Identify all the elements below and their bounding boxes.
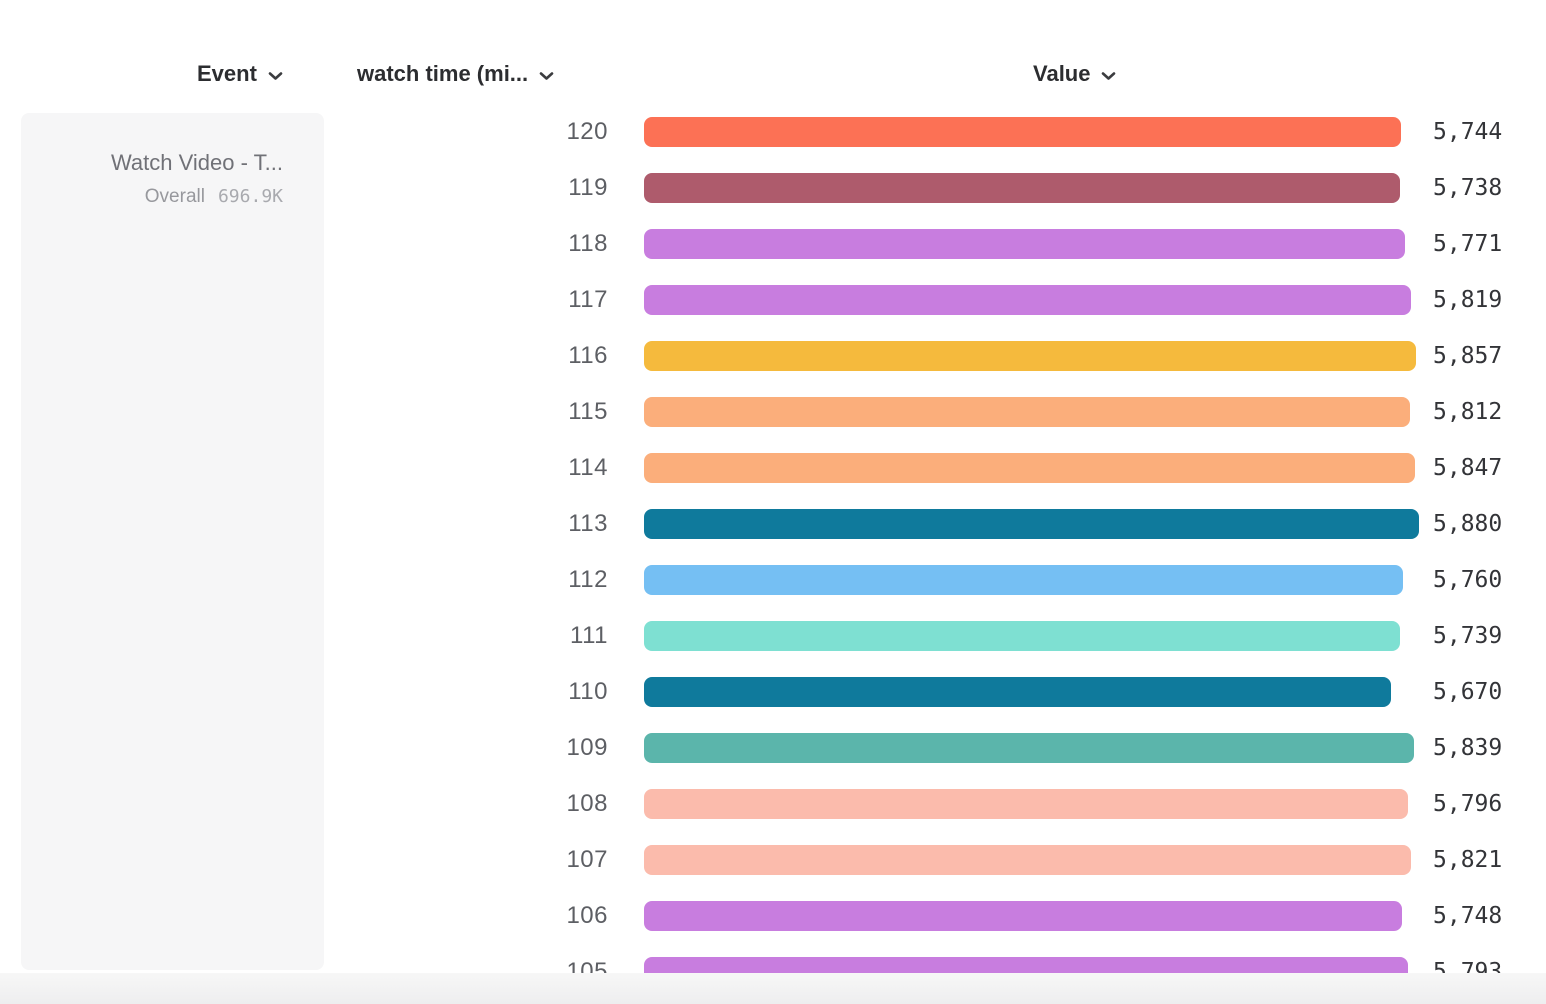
y-axis-tick-label: 106 [566,902,608,929]
bar-track [644,621,1419,651]
bar[interactable] [644,229,1405,259]
value-column-label: Value [1033,61,1091,86]
y-axis-tick-label: 107 [566,846,608,873]
bar[interactable] [644,621,1401,651]
chart-row: 115 5,812 [0,384,1546,440]
bar-track [644,901,1419,931]
y-axis-tick-label: 120 [566,118,608,145]
watch-time-column-dropdown[interactable]: watch time (mi... [357,58,554,90]
bar-value-label: 5,748 [1433,903,1503,929]
bar[interactable] [644,733,1414,763]
chart-row: 108 5,796 [0,776,1546,832]
bar-value-label: 5,739 [1433,623,1503,649]
bar-track [644,509,1419,539]
bar-value-label: 5,847 [1433,455,1503,481]
y-axis-tick-label: 116 [568,342,608,369]
chart-row: 111 5,739 [0,608,1546,664]
chart-row: 117 5,819 [0,272,1546,328]
value-column-dropdown[interactable]: Value [1033,58,1116,90]
bar-track [644,341,1419,371]
bar-track [644,845,1419,875]
bar[interactable] [644,789,1408,819]
chevron-down-icon [1101,71,1116,81]
bar-value-label: 5,670 [1433,679,1503,705]
bar-value-label: 5,821 [1433,847,1503,873]
chart-row: 113 5,880 [0,496,1546,552]
bar-track [644,733,1419,763]
chart-row: 109 5,839 [0,720,1546,776]
bar-value-label: 5,819 [1433,287,1503,313]
event-card[interactable]: Watch Video - T... Overall 696.9K [21,113,324,970]
bar-value-label: 5,744 [1433,119,1503,145]
chart-row: 107 5,821 [0,832,1546,888]
bar-value-label: 5,812 [1433,399,1503,425]
bottom-scroll-strip[interactable] [0,973,1546,1004]
bar-value-label: 5,839 [1433,735,1503,761]
bar-value-label: 5,857 [1433,343,1503,369]
y-axis-tick-label: 108 [566,790,608,817]
bar-value-label: 5,771 [1433,231,1503,257]
y-axis-tick-label: 112 [568,566,608,593]
chart-row: 120 5,744 [0,104,1546,160]
event-column-dropdown[interactable]: Event [197,58,283,90]
overall-value: 696.9K [217,186,283,207]
bar[interactable] [644,285,1411,315]
chart-row: 114 5,847 [0,440,1546,496]
y-axis-tick-label: 119 [568,174,608,201]
bar[interactable] [644,677,1392,707]
bar[interactable] [644,117,1402,147]
chart-row: 118 5,771 [0,216,1546,272]
bar-value-label: 5,796 [1433,791,1503,817]
bar-value-label: 5,760 [1433,567,1503,593]
bar-value-label: 5,880 [1433,511,1503,537]
bar-track [644,677,1419,707]
bar[interactable] [644,565,1404,595]
bar-track [644,229,1419,259]
bar-track [644,117,1419,147]
bar[interactable] [644,397,1410,427]
y-axis-tick-label: 117 [568,286,608,313]
bar-value-label: 5,738 [1433,175,1503,201]
event-column-label: Event [197,61,257,86]
bar[interactable] [644,173,1401,203]
y-axis-tick-label: 118 [568,230,608,257]
bar-track [644,453,1419,483]
event-overall-line: Overall 696.9K [21,185,283,209]
bar-track [644,285,1419,315]
chevron-down-icon [268,71,283,81]
watch-time-column-label: watch time (mi... [357,61,529,86]
y-axis-tick-label: 111 [570,622,608,649]
y-axis-tick-label: 113 [568,510,608,537]
bar-track [644,565,1419,595]
bar[interactable] [644,453,1415,483]
chart-row: 112 5,760 [0,552,1546,608]
chevron-down-icon [539,71,554,81]
chart-row: 119 5,738 [0,160,1546,216]
bar[interactable] [644,509,1419,539]
bar[interactable] [644,341,1416,371]
y-axis-tick-label: 110 [568,678,608,705]
overall-label: Overall [144,186,205,207]
bar-chart: 120 5,744 119 5,738 118 5,771 117 [0,104,1546,1004]
y-axis-tick-label: 115 [568,398,608,425]
bar[interactable] [644,845,1412,875]
y-axis-tick-label: 109 [566,734,608,761]
bar-track [644,173,1419,203]
chart-row: 106 5,748 [0,888,1546,944]
y-axis-tick-label: 114 [568,454,608,481]
event-title: Watch Video - T... [110,150,283,175]
bar[interactable] [644,901,1402,931]
chart-row: 116 5,857 [0,328,1546,384]
bar-track [644,789,1419,819]
bar-track [644,397,1419,427]
chart-row: 110 5,670 [0,664,1546,720]
